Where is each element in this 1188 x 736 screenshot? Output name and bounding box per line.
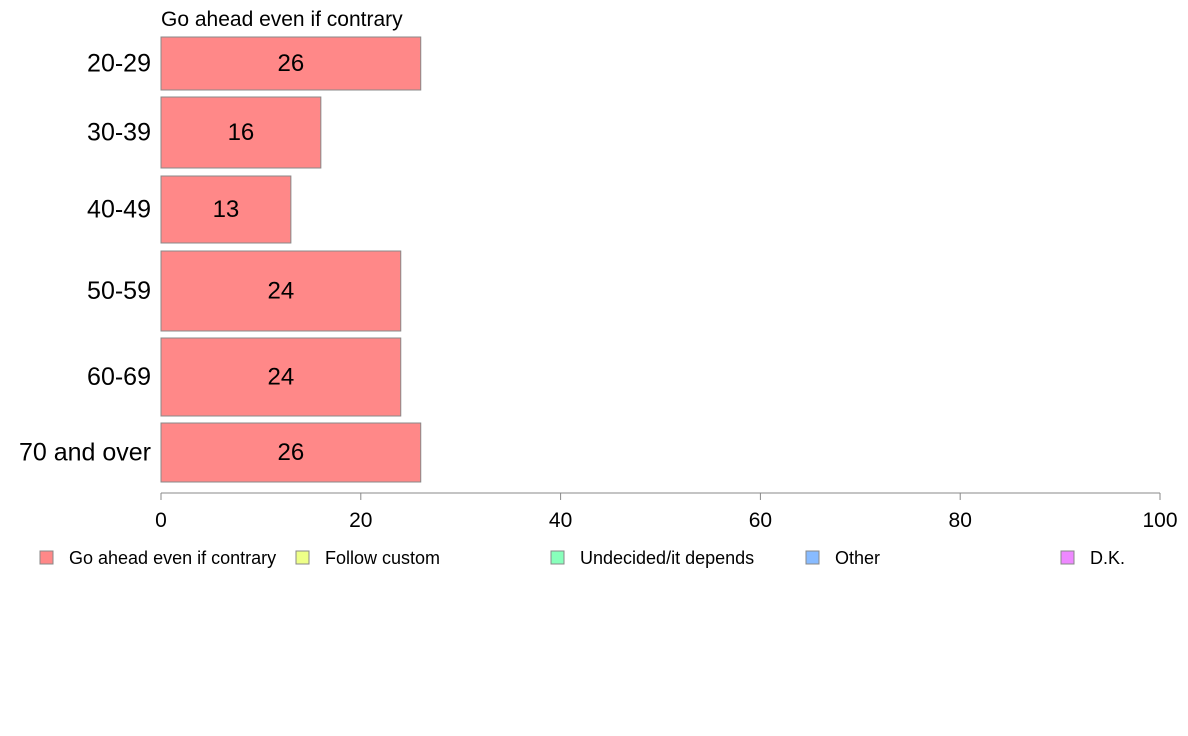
legend-label: Undecided/it depends [580,548,754,568]
x-tick-label: 80 [949,509,972,532]
category-label: 50-59 [87,277,151,305]
x-tick-label: 20 [349,509,372,532]
bar-value-label: 24 [268,364,295,391]
x-tick-label: 100 [1142,509,1177,532]
bar-value-label: 16 [228,119,255,146]
legend-swatch [39,550,54,565]
category-label: 70 and over [19,439,151,467]
legend: Go ahead even if contrary Follow custom Un… [39,548,1125,568]
category-label: 60-69 [87,363,151,391]
x-tick-label: 0 [155,509,167,532]
legend-label: Follow custom [325,548,440,568]
bar-60-69 [160,337,402,417]
x-tick-label: 60 [749,509,772,532]
bar-value-label: 24 [268,278,295,305]
category-label: 20-29 [87,50,151,78]
bar-40-49 [160,175,292,244]
bar-value-label: 26 [278,439,305,466]
legend-label: D.K. [1090,548,1125,568]
bar-20-29 [160,36,422,91]
bars-group: 20-29 26 30-39 16 40-49 13 50-59 24 60-69 24 70 an… [19,36,422,483]
legend-swatch [295,550,310,565]
bar-value-label: 26 [278,50,305,77]
panel-title: Go ahead even if contrary [161,8,403,31]
legend-swatch [805,550,820,565]
legend-label: Other [835,548,880,568]
category-label: 40-49 [87,196,151,224]
bar-50-59 [160,250,402,332]
category-label: 30-39 [87,119,151,147]
legend-label: Go ahead even if contrary [69,548,276,568]
legend-swatch [550,550,565,565]
bar-30-39 [160,96,322,169]
x-tick-label: 40 [549,509,572,532]
x-axis: 0 20 40 60 80 100 [155,492,1178,532]
legend-swatch [1060,550,1075,565]
bar-value-label: 13 [213,196,240,223]
bar-70-and-over [160,422,422,483]
